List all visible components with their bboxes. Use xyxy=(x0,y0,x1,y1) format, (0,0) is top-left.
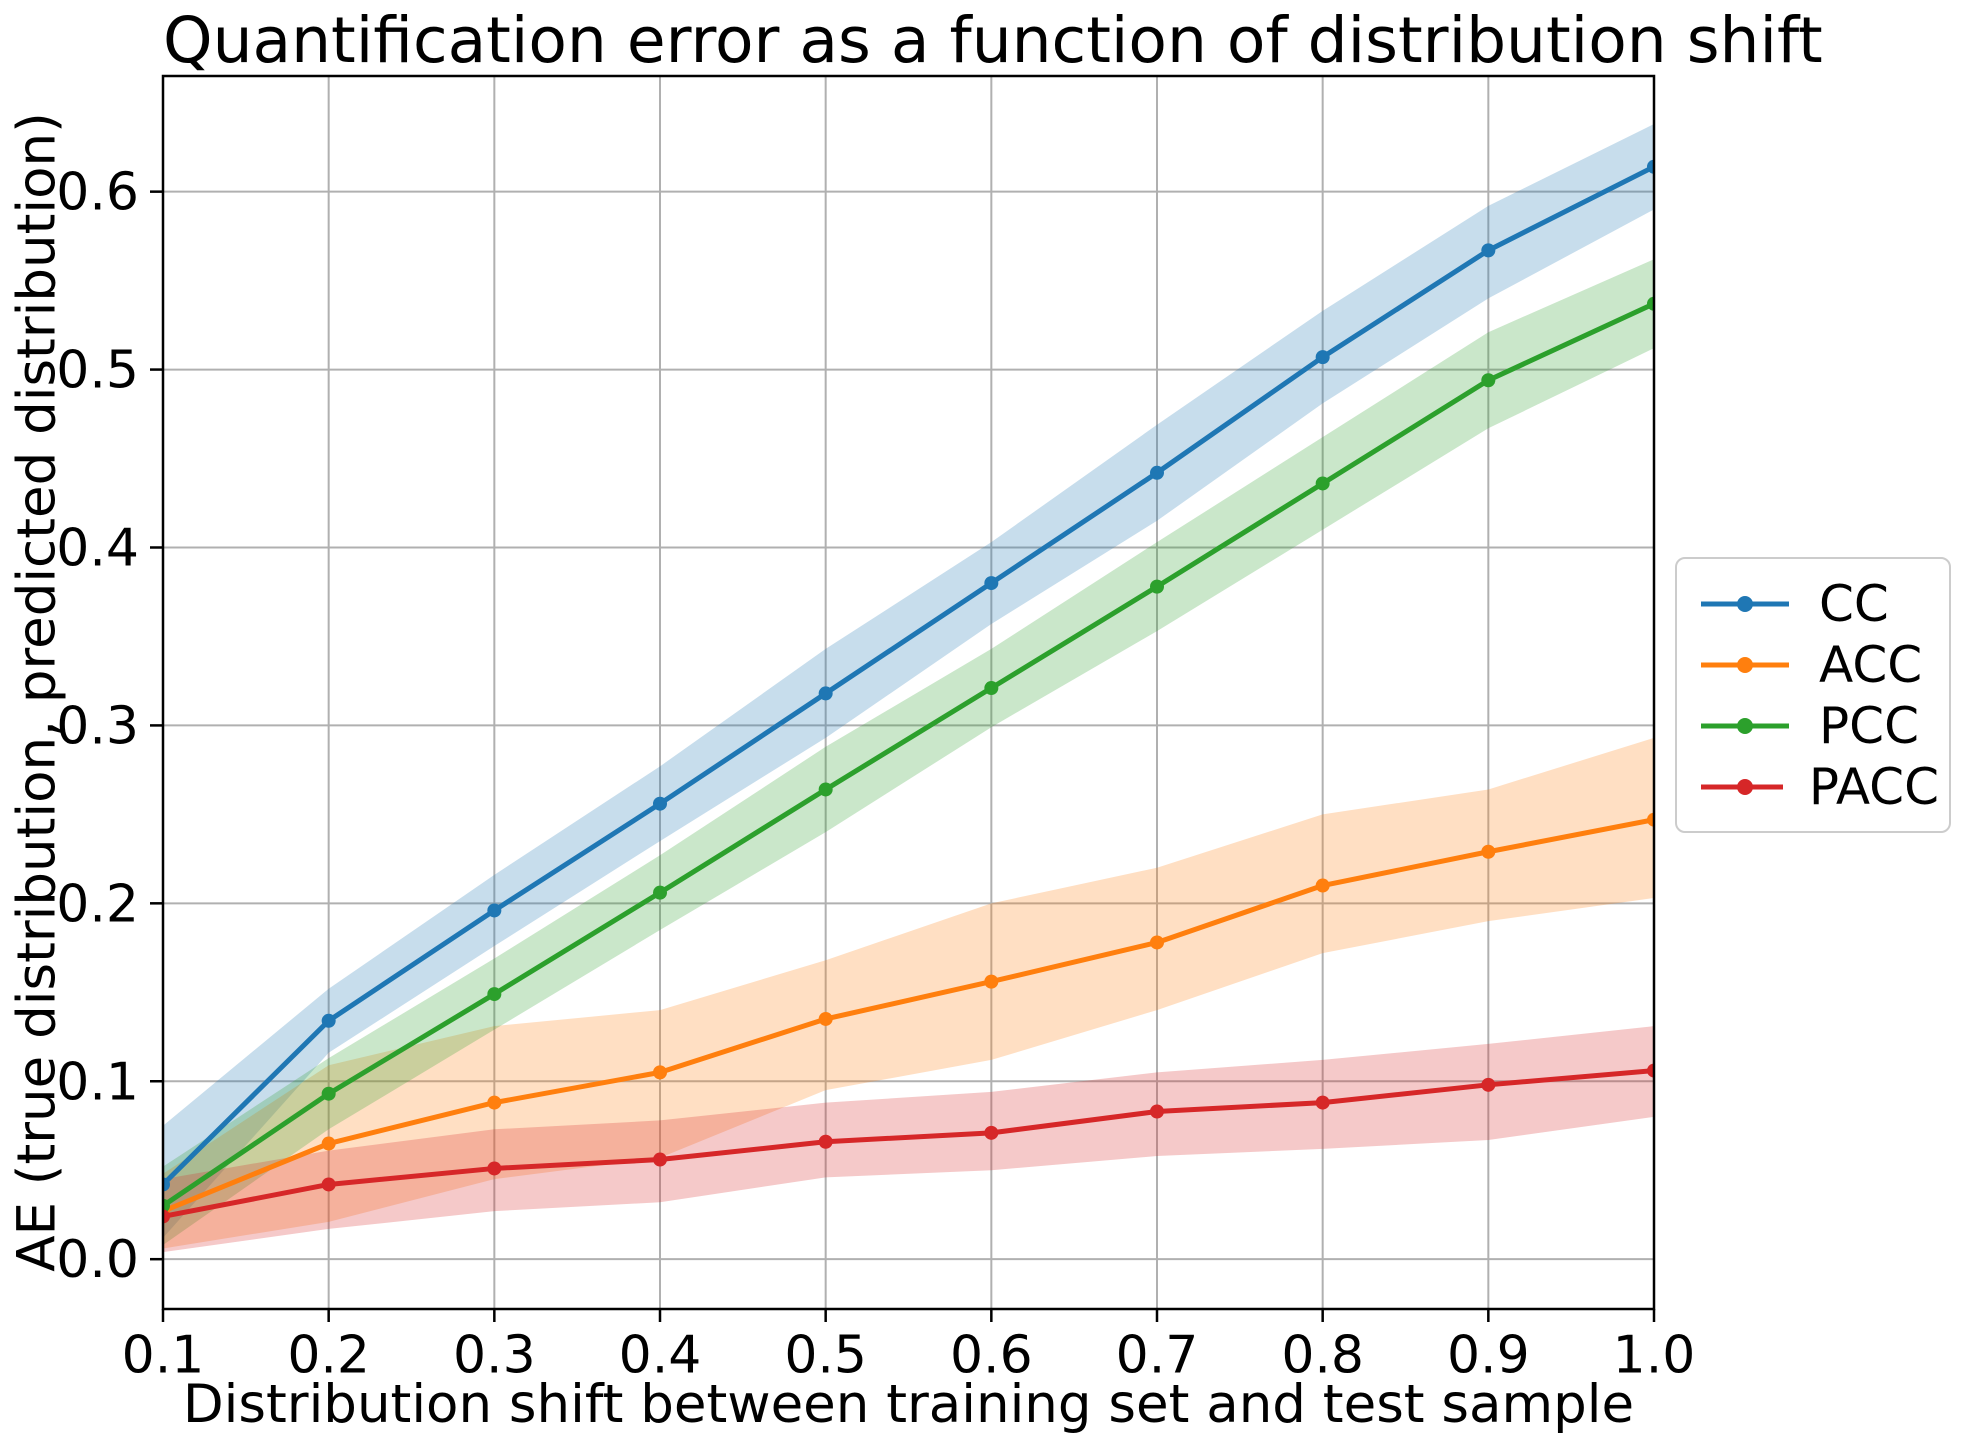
data-point-pacc xyxy=(1150,1104,1164,1119)
band-layer xyxy=(163,124,1654,1253)
y-axis-label: AE (true distribution, predicted distrib… xyxy=(6,112,68,1272)
series-line-pcc xyxy=(163,301,1654,1209)
data-point-pacc xyxy=(163,1209,170,1224)
legend-marker-dot xyxy=(1737,778,1753,795)
axes-frame xyxy=(161,74,1656,1311)
x-tick-label: 0.7 xyxy=(1116,1326,1199,1386)
data-point-pcc xyxy=(1315,476,1330,491)
y-tick-label: 0.4 xyxy=(56,518,139,578)
y-tick-label: 0.0 xyxy=(56,1230,139,1290)
data-point-pcc xyxy=(321,1086,336,1101)
legend-swatch-cc xyxy=(1701,595,1789,612)
data-point-cc xyxy=(984,576,999,591)
confidence-band-acc xyxy=(163,737,1654,1249)
chart-title: Quantification error as a function of di… xyxy=(163,4,1823,77)
x-tick-label: 0.8 xyxy=(1281,1326,1364,1386)
x-tick-label: 0.3 xyxy=(453,1326,536,1386)
data-point-pcc xyxy=(163,1198,170,1213)
data-point-acc xyxy=(321,1136,336,1151)
data-point-pacc xyxy=(653,1152,667,1167)
data-point-cc xyxy=(321,1013,336,1028)
legend-item-pacc: PACC xyxy=(1697,762,1939,812)
data-point-pacc xyxy=(818,1134,833,1149)
data-point-acc xyxy=(1647,812,1654,827)
y-tick-label: 0.3 xyxy=(56,696,139,756)
data-point-pacc xyxy=(321,1177,336,1192)
data-point-pacc xyxy=(984,1125,999,1140)
legend-marker-dot xyxy=(1737,656,1753,673)
data-point-pcc xyxy=(1150,579,1164,594)
legend-item-pcc: PCC xyxy=(1697,701,1939,751)
data-point-pacc xyxy=(1647,1063,1654,1078)
y-tick-label: 0.6 xyxy=(56,163,139,223)
series-line-pacc xyxy=(163,1068,1654,1219)
data-point-acc xyxy=(653,1065,667,1080)
data-point-cc xyxy=(818,686,833,701)
data-point-acc xyxy=(818,1011,833,1026)
data-point-pcc xyxy=(653,885,667,900)
confidence-band-pcc xyxy=(163,259,1654,1245)
legend-label-acc: ACC xyxy=(1819,635,1923,694)
legend: CC ACC PCC PACC xyxy=(1675,557,1951,833)
series-line-cc xyxy=(163,164,1654,1187)
legend-label-pcc: PCC xyxy=(1819,696,1919,755)
legend-item-acc: ACC xyxy=(1697,640,1939,690)
y-tick-label: 0.2 xyxy=(56,874,139,934)
data-point-pcc xyxy=(984,681,999,696)
x-tick-label: 0.6 xyxy=(950,1326,1033,1386)
data-point-acc xyxy=(1481,844,1496,859)
legend-swatch-pacc xyxy=(1701,778,1783,795)
x-axis-label: Distribution shift between training set … xyxy=(182,1374,1635,1435)
data-point-acc xyxy=(487,1095,502,1110)
x-tick-label: 1.0 xyxy=(1613,1326,1696,1386)
data-point-cc xyxy=(487,903,502,918)
legend-swatch-pcc xyxy=(1701,717,1789,734)
legend-item-cc: CC xyxy=(1697,579,1939,629)
x-tick-label: 0.4 xyxy=(619,1326,702,1386)
data-point-pcc xyxy=(1481,373,1496,388)
x-tick-label: 0.1 xyxy=(122,1326,205,1386)
legend-marker-dot xyxy=(1737,595,1753,612)
data-point-cc xyxy=(1647,159,1654,174)
data-point-cc xyxy=(653,796,667,811)
x-tick-label: 0.2 xyxy=(287,1326,370,1386)
data-point-acc xyxy=(1150,935,1164,950)
legend-marker-dot xyxy=(1737,717,1753,734)
data-point-pacc xyxy=(1315,1095,1330,1110)
confidence-band-cc xyxy=(163,124,1654,1238)
tick-layer: 0.1 0.2 0.3 0.4 0.5 0.6 0.7 0.8 0.9 1.0 0.0 0.1 0.2 0… xyxy=(56,163,1695,1386)
y-tick-label: 0.1 xyxy=(56,1052,139,1112)
legend-label-pacc: PACC xyxy=(1808,757,1939,816)
data-point-cc xyxy=(1150,465,1164,480)
data-point-cc xyxy=(1315,350,1330,365)
data-point-pacc xyxy=(487,1161,502,1176)
legend-swatch-acc xyxy=(1701,656,1789,673)
data-point-pcc xyxy=(487,987,502,1002)
y-tick-label: 0.5 xyxy=(56,341,139,401)
series-line-acc xyxy=(163,817,1654,1214)
line-layer xyxy=(163,159,1654,1224)
data-point-pcc xyxy=(818,782,833,797)
x-tick-label: 0.9 xyxy=(1447,1326,1530,1386)
data-point-acc xyxy=(984,974,999,989)
data-point-cc xyxy=(163,1177,170,1192)
data-point-cc xyxy=(1481,243,1496,258)
data-point-pcc xyxy=(1647,296,1654,311)
data-point-acc xyxy=(1315,878,1330,893)
data-point-pacc xyxy=(1481,1077,1496,1092)
x-tick-label: 0.5 xyxy=(784,1326,867,1386)
legend-label-cc: CC xyxy=(1819,574,1889,633)
